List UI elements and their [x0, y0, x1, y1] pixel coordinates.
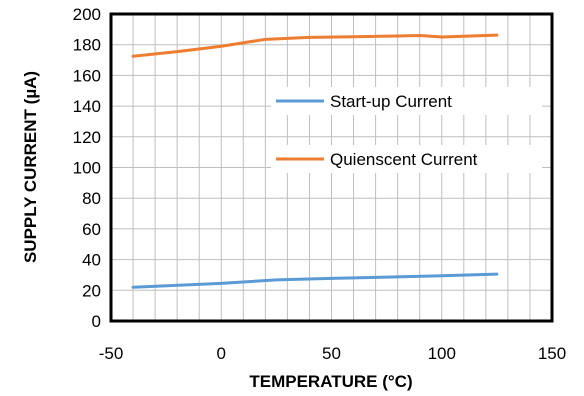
y-tick-label: 60 [82, 220, 101, 239]
legend-label: Quienscent Current [330, 150, 478, 169]
series-lines [131, 33, 499, 289]
x-tick-label: 50 [322, 344, 341, 363]
x-tick-label: 0 [217, 344, 226, 363]
x-tick-label: 150 [538, 344, 566, 363]
y-tick-label: 80 [82, 189, 101, 208]
plot-frame [109, 12, 554, 323]
y-tick-label: 140 [73, 97, 101, 116]
y-tick-label: 120 [73, 128, 101, 147]
y-tick-label: 160 [73, 66, 101, 85]
tick-labels: 0 20 40 60 80 100 120 140 160 180 200 -50 0 50 100 150 [73, 5, 567, 363]
y-axis-title: SUPPLY CURRENT (µA) [21, 71, 40, 263]
series-line [131, 272, 499, 289]
series-line [131, 33, 499, 58]
y-tick-label: 40 [82, 251, 101, 270]
x-axis-title: TEMPERATURE (°C) [249, 372, 412, 391]
y-tick-label: 180 [73, 36, 101, 55]
legend-label: Start-up Current [330, 92, 452, 111]
x-tick-label: 100 [428, 344, 456, 363]
y-tick-label: 20 [82, 281, 101, 300]
legend: Start-up Current Quienscent Current [271, 87, 542, 173]
y-tick-label: 100 [73, 159, 101, 178]
y-tick-label: 0 [92, 312, 101, 331]
x-tick-label: -50 [99, 344, 124, 363]
y-tick-label: 200 [73, 5, 101, 24]
